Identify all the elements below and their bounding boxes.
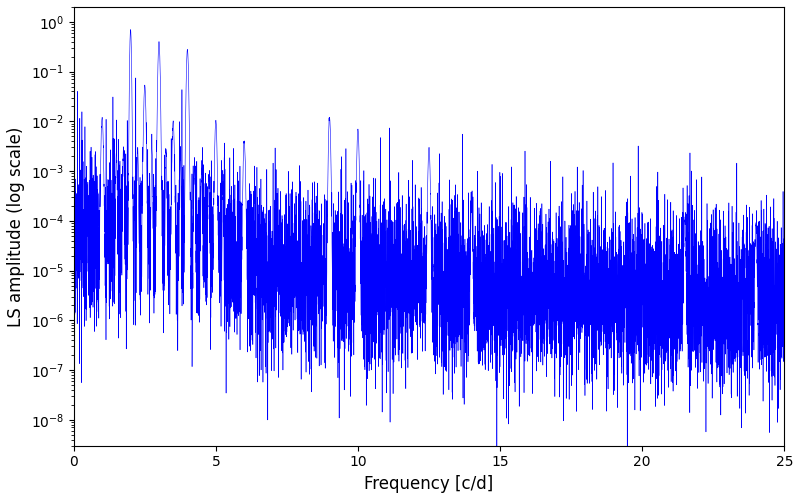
Y-axis label: LS amplitude (log scale): LS amplitude (log scale) xyxy=(7,126,25,326)
X-axis label: Frequency [c/d]: Frequency [c/d] xyxy=(364,475,494,493)
